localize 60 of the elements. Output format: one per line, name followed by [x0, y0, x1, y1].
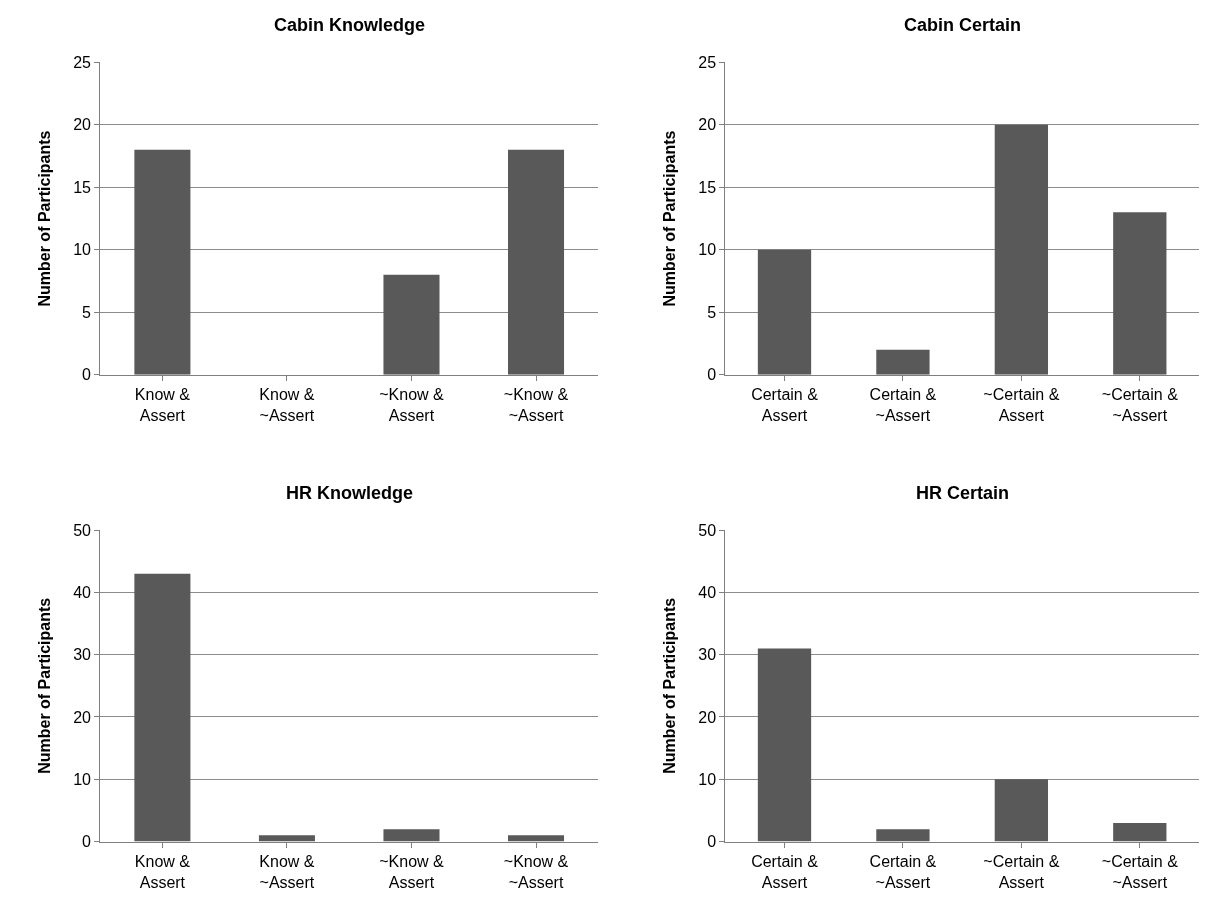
- y-tick-label: 5: [707, 303, 717, 321]
- bar: [757, 249, 812, 375]
- y-tick-label: 10: [73, 241, 92, 259]
- x-tick-label: ~Certain & ~Assert: [1101, 852, 1179, 891]
- y-axis-title: Number of Participants: [661, 130, 679, 307]
- chart-title: Cabin Knowledge: [274, 15, 426, 35]
- x-tick-label: Certain & Assert: [751, 385, 819, 424]
- bar: [1113, 212, 1167, 375]
- y-tick-label: 5: [82, 303, 92, 321]
- x-tick-label: ~Know & ~Assert: [503, 852, 569, 891]
- x-tick-label: ~Certain & ~Assert: [1101, 385, 1179, 424]
- y-tick-label: 15: [73, 178, 92, 196]
- x-tick-label: Certain & ~Assert: [869, 852, 937, 891]
- x-tick-label: Know & ~Assert: [259, 385, 315, 424]
- bar: [258, 835, 315, 842]
- bar: [876, 829, 930, 842]
- chart-title: Cabin Certain: [904, 15, 1022, 35]
- x-tick-label: ~Know & Assert: [379, 852, 445, 891]
- y-tick-label: 25: [73, 53, 92, 71]
- y-tick-label: 30: [698, 646, 717, 664]
- x-tick-label: Know & Assert: [134, 385, 191, 424]
- bar: [994, 779, 1049, 842]
- y-tick-label: 20: [698, 708, 717, 726]
- y-axis-title: Number of Participants: [36, 130, 54, 307]
- y-tick-label: 0: [707, 833, 717, 851]
- chart-title: HR Certain: [916, 483, 1010, 503]
- bar: [1113, 822, 1167, 842]
- y-tick-label: 30: [73, 646, 92, 664]
- chart-title: HR Knowledge: [286, 483, 414, 503]
- y-tick-label: 0: [82, 366, 92, 384]
- y-tick-label: 0: [82, 833, 92, 851]
- y-tick-label: 20: [698, 116, 717, 134]
- y-tick-label: 50: [698, 521, 717, 539]
- y-tick-label: 15: [698, 178, 717, 196]
- x-tick-label: ~Know & ~Assert: [503, 385, 569, 424]
- bar: [134, 573, 191, 842]
- y-tick-label: 20: [73, 708, 92, 726]
- y-tick-label: 20: [73, 116, 92, 134]
- bar: [994, 124, 1049, 375]
- bar: [757, 648, 812, 842]
- y-tick-label: 10: [698, 241, 717, 259]
- bar: [876, 349, 930, 375]
- y-axis-title: Number of Participants: [661, 597, 679, 774]
- y-tick-label: 25: [698, 53, 717, 71]
- bar: [508, 835, 565, 842]
- y-tick-label: 40: [73, 583, 92, 601]
- y-tick-label: 0: [707, 366, 717, 384]
- y-axis-title: Number of Participants: [36, 597, 54, 774]
- y-tick-label: 50: [73, 521, 92, 539]
- x-tick-label: Certain & ~Assert: [869, 385, 937, 424]
- y-tick-label: 10: [73, 770, 92, 788]
- x-tick-label: Know & Assert: [134, 852, 191, 891]
- x-tick-label: ~Certain & Assert: [983, 852, 1060, 891]
- y-tick-label: 40: [698, 583, 717, 601]
- bar: [383, 829, 440, 842]
- x-tick-label: Know & ~Assert: [259, 852, 315, 891]
- x-tick-label: ~Certain & Assert: [983, 385, 1060, 424]
- x-tick-label: Certain & Assert: [751, 852, 819, 891]
- x-tick-label: ~Know & Assert: [379, 385, 445, 424]
- y-tick-label: 10: [698, 770, 717, 788]
